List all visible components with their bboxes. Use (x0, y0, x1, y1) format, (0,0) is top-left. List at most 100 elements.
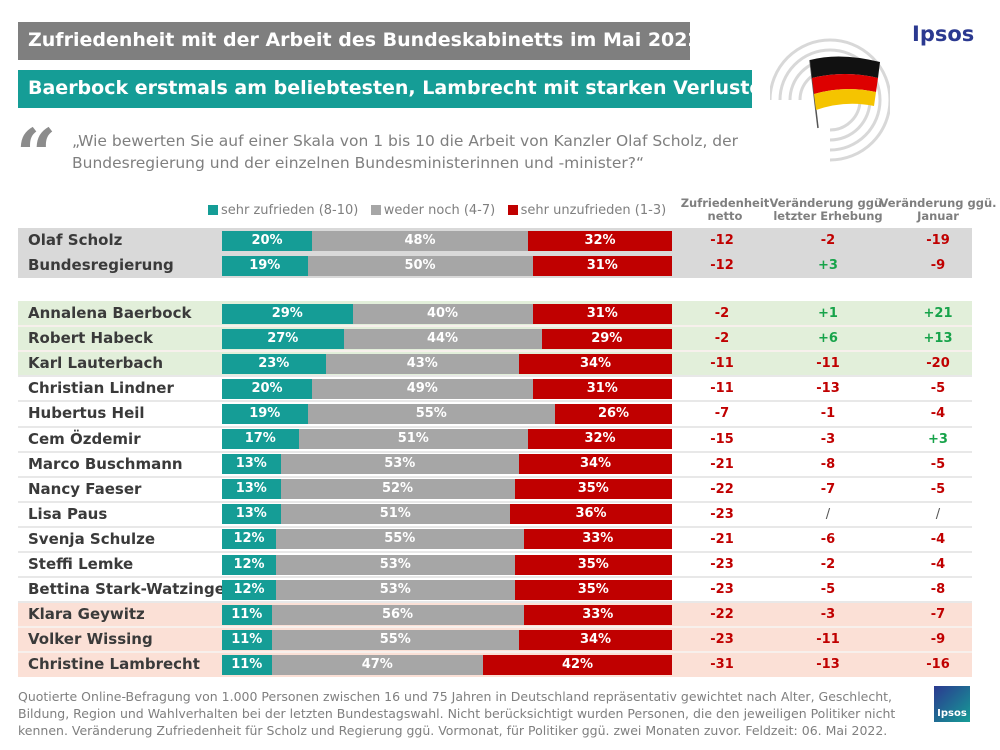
bar-segment-weder: 48% (312, 230, 528, 251)
row-separator (18, 475, 972, 478)
value-chg-last: -3 (820, 431, 836, 447)
value-chg-last: -7 (820, 481, 836, 497)
row-separator (18, 450, 972, 453)
value-chg-jan: -4 (930, 531, 946, 547)
value-chg-last: -11 (816, 632, 840, 648)
row-separator (18, 651, 972, 654)
bar-segment-zufrieden: 13% (222, 504, 281, 525)
bar-segment-unzufrieden: 34% (519, 353, 672, 374)
bar-segment-weder: 55% (307, 403, 555, 424)
parliament-flag-icon (770, 38, 890, 162)
value-chg-last: +1 (818, 306, 838, 321)
bar-segment-weder: 47% (271, 654, 483, 675)
ipsos-logo-small: Ipsos (934, 686, 970, 722)
bar-segment-zufrieden: 12% (222, 579, 276, 600)
row-label: Bettina Stark-Watzinger (28, 580, 233, 599)
bar-segment-unzufrieden: 32% (528, 429, 672, 449)
row-label: Nancy Faeser (28, 479, 142, 498)
bar-segment-unzufrieden: 35% (514, 479, 672, 500)
bar-segment-weder: 50% (307, 255, 533, 276)
column-header-netto: Zufriedenheit netto (680, 196, 770, 223)
column-header-change-last: Veränderung ggü. letzter Erhebung (769, 196, 887, 223)
value-netto: -22 (710, 607, 734, 623)
value-netto: -21 (710, 456, 734, 472)
value-netto: -11 (710, 381, 734, 397)
row-label: Marco Buschmann (28, 454, 183, 473)
bar-segment-unzufrieden: 31% (532, 255, 672, 276)
column-header-change-january: Veränderung ggü. Januar (879, 196, 997, 223)
row-label: Robert Habeck (28, 329, 154, 348)
bar-segment-zufrieden: 29% (222, 303, 353, 324)
legend-swatch-unzufrieden (507, 205, 518, 215)
value-netto: -23 (710, 632, 734, 648)
bar-segment-zufrieden: 11% (222, 654, 272, 675)
value-chg-last: -2 (820, 557, 836, 572)
value-netto: -2 (714, 331, 730, 347)
bar-segment-weder: 40% (352, 303, 533, 324)
value-chg-last: -3 (820, 607, 836, 623)
row-label: Volker Wissing (28, 630, 153, 649)
bar-segment-weder: 53% (276, 579, 515, 600)
value-netto: -31 (710, 657, 734, 673)
bar-segment-unzufrieden: 34% (519, 454, 672, 475)
bar-segment-zufrieden: 27% (222, 328, 344, 349)
bar-segment-weder: 55% (276, 529, 524, 550)
row-label: Cem Özdemir (28, 429, 141, 448)
value-chg-last: -8 (820, 456, 836, 472)
value-chg-last: -5 (820, 582, 836, 598)
value-chg-jan: -9 (930, 258, 946, 273)
value-netto: -11 (710, 356, 734, 372)
row-label: Olaf Scholz (28, 231, 123, 249)
bar-segment-weder: 53% (280, 454, 519, 475)
survey-question: „Wie bewerten Sie auf einer Skala von 1 … (72, 132, 739, 172)
quote-icon: “ (16, 113, 57, 196)
value-chg-last: +6 (818, 331, 838, 347)
row-label: Christine Lambrecht (28, 655, 200, 674)
row-label: Bundesregierung (28, 256, 174, 274)
value-chg-last: +3 (818, 258, 838, 273)
value-chg-jan: -5 (930, 381, 946, 397)
bar-segment-weder: 53% (276, 554, 515, 575)
row-label: Klara Geywitz (28, 605, 145, 624)
bar-segment-zufrieden: 13% (222, 479, 281, 500)
footnote: Quotierte Online-Befragung von 1.000 Per… (18, 689, 896, 738)
bar-segment-weder: 56% (271, 604, 524, 625)
legend: sehr zufrieden (8-10) weder noch (4-7) s… (208, 203, 666, 218)
row-separator (18, 500, 972, 503)
bar-segment-unzufrieden: 35% (514, 579, 672, 600)
value-netto: -12 (710, 258, 734, 273)
row-label: Karl Lauterbach (28, 354, 164, 373)
row-label: Annalena Baerbock (28, 304, 192, 322)
bar-segment-unzufrieden: 35% (514, 554, 672, 575)
legend-swatch-weder (370, 205, 381, 215)
row-separator (18, 626, 972, 629)
bar-segment-weder: 51% (298, 429, 528, 449)
row-label: Steffi Lemke (28, 555, 134, 573)
bar-segment-weder: 49% (312, 378, 533, 399)
legend-label: sehr unzufrieden (1-3) (520, 203, 667, 218)
value-netto: -15 (710, 431, 734, 447)
bar-segment-zufrieden: 13% (222, 454, 281, 475)
row-separator (18, 400, 972, 403)
bar-segment-unzufrieden: 31% (532, 303, 672, 324)
value-chg-jan: -4 (930, 406, 946, 422)
value-netto: -12 (710, 233, 734, 248)
value-netto: -21 (710, 531, 734, 547)
value-chg-jan: / (935, 506, 941, 522)
value-chg-jan: -7 (930, 607, 946, 623)
value-chg-jan: +21 (923, 306, 953, 321)
row-separator (18, 425, 972, 428)
row-separator (18, 601, 972, 604)
bar-segment-weder: 51% (280, 504, 510, 525)
value-netto: -22 (710, 481, 734, 497)
row-separator (18, 325, 972, 328)
value-chg-last: -11 (816, 356, 840, 372)
chart-title: Zufriedenheit mit der Arbeit des Bundesk… (18, 22, 701, 60)
value-chg-jan: -8 (930, 582, 946, 598)
value-netto: -23 (710, 557, 734, 572)
bar-segment-unzufrieden: 32% (528, 230, 672, 251)
bar-segment-unzufrieden: 31% (532, 378, 672, 399)
value-chg-jan: +3 (928, 431, 948, 447)
value-netto: -7 (714, 406, 730, 422)
bar-segment-unzufrieden: 34% (519, 629, 672, 650)
